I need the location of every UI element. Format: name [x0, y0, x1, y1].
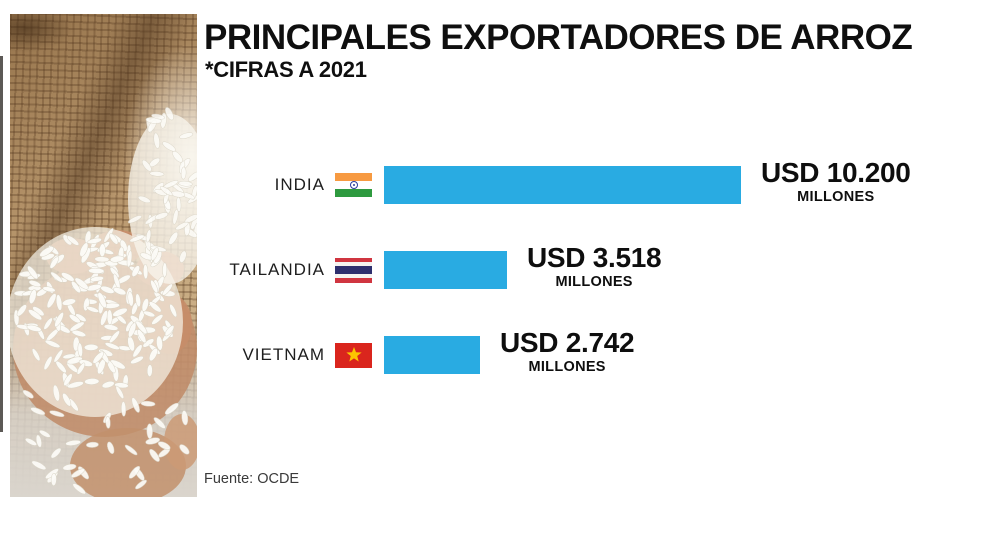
country-label-vietnam: VIETNAM	[242, 345, 325, 364]
india-flag-white-stripe	[335, 180, 372, 190]
thailand-flag-icon	[335, 257, 372, 283]
value-label-tailandia: USD 3.518	[527, 241, 662, 273]
country-label-tailandia: TAILANDIA	[229, 260, 325, 279]
bar-row-vietnam: VIETNAM USD 2.742 MILLONES	[204, 328, 634, 375]
country-label-india: INDIA	[274, 175, 325, 194]
chart-subtitle: *CIFRAS A 2021	[205, 57, 367, 82]
bar-india	[384, 166, 741, 204]
india-flag-green-stripe	[335, 189, 372, 198]
vietnam-flag-icon	[335, 342, 372, 368]
rice-photo	[10, 14, 197, 497]
vietnam-star-icon	[345, 347, 362, 362]
source-credit: Fuente: OCDE	[204, 471, 300, 487]
chart-title: PRINCIPALES EXPORTADORES DE ARROZ	[204, 18, 913, 57]
value-label-vietnam: USD 2.742	[500, 326, 635, 358]
bar-row-tailandia: TAILANDIA USD 3.518 MILLONES	[204, 243, 661, 290]
unit-label-tailandia: MILLONES	[555, 273, 633, 290]
value-label-india: USD 10.200	[761, 156, 911, 188]
unit-label-vietnam: MILLONES	[528, 358, 606, 375]
bar-vietnam	[384, 336, 480, 374]
india-flag-icon	[335, 172, 372, 198]
left-edge-line	[0, 56, 3, 432]
bar-tailandia	[384, 251, 507, 289]
ashoka-chakra-icon	[349, 180, 358, 189]
bar-row-india: INDIA USD 10.200 MILLONES	[204, 158, 911, 205]
value-block-vietnam: USD 2.742 MILLONES	[500, 326, 635, 376]
rice-grains-svg	[10, 107, 197, 497]
value-block-india: USD 10.200 MILLONES	[761, 156, 911, 206]
unit-label-india: MILLONES	[797, 188, 875, 205]
india-flag-saffron-stripe	[335, 172, 372, 181]
value-block-tailandia: USD 3.518 MILLONES	[527, 241, 662, 291]
